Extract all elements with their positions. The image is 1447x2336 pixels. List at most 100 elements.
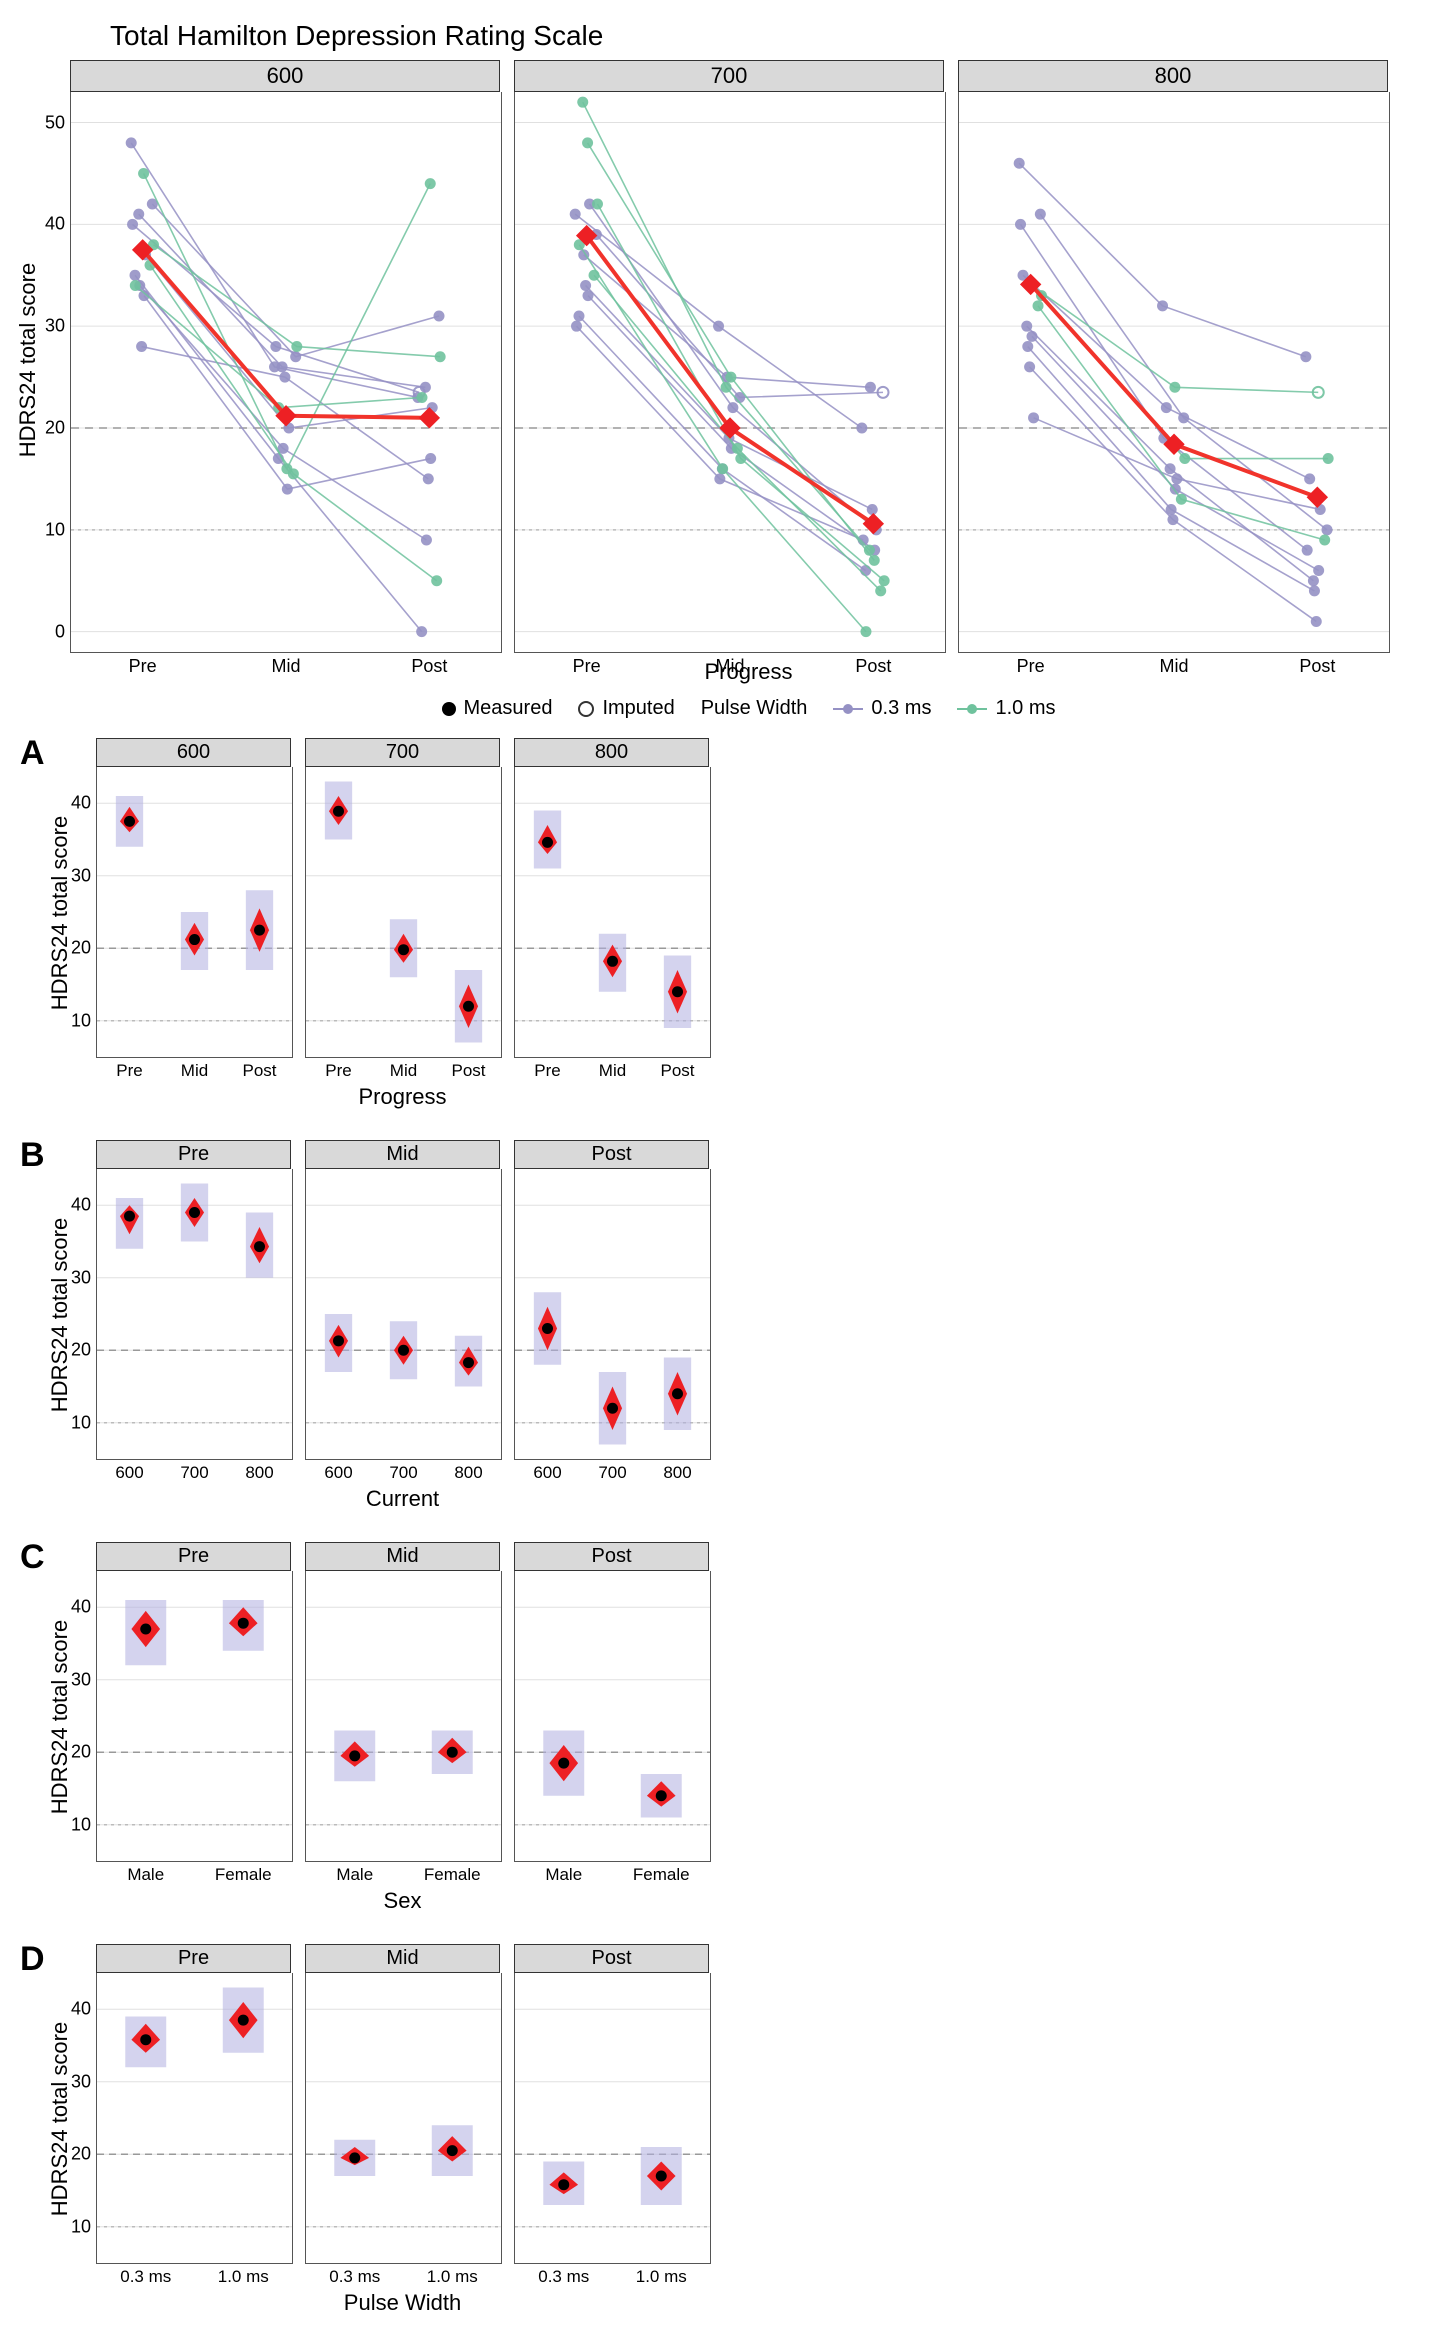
x-tick-label: Mid [271,652,300,677]
x-tick-label: 800 [663,1459,691,1483]
sub-facet: Post600700800 [514,1140,709,1460]
sub-facet: 800PreMidPost [514,738,709,1058]
x-tick-label: Post [1299,652,1335,677]
x-tick-label: Mid [715,652,744,677]
facet-header: 800 [958,60,1388,92]
y-axis-label: HDRS24 total score [47,1218,73,1412]
plot-area: 600700800 [514,1169,711,1460]
subfigure-C: CPre10203040MaleFemaleMidMaleFemalePostM… [20,1542,709,1914]
top-y-axis-label: HDRS24 total score [15,263,41,457]
plot-area: MaleFemale [305,1571,502,1862]
y-tick-label: 10 [71,2216,97,2237]
x-axis-label: Progress [96,1084,709,1110]
chart-svg [515,1571,710,1861]
x-tick-label: 600 [533,1459,561,1483]
y-tick-label: 20 [45,418,71,439]
y-tick-label: 40 [71,793,97,814]
plot-area: PreMidPost [514,92,946,653]
x-tick-label: Post [660,1057,694,1081]
subfigure-panel-row: 60010203040PreMidPost700PreMidPost800Pre… [96,738,709,1058]
circle-open-icon [578,701,594,717]
facet-header: 700 [514,60,944,92]
x-tick-label: 0.3 ms [120,2263,171,2287]
sub-facet: Pre102030400.3 ms1.0 ms [96,1944,291,2264]
x-tick-label: Pre [116,1057,142,1081]
sub-facet: MidMaleFemale [305,1542,500,1862]
y-tick-label: 20 [71,938,97,959]
x-tick-label: 1.0 ms [636,2263,687,2287]
y-tick-label: 10 [71,1412,97,1433]
x-tick-label: Post [411,652,447,677]
y-tick-label: 30 [71,865,97,886]
sub-facet: Mid0.3 ms1.0 ms [305,1944,500,2264]
y-axis-label: HDRS24 total score [47,816,73,1010]
figure-container: Total Hamilton Depression Rating Scale H… [20,20,1427,2316]
x-tick-label: Post [855,652,891,677]
subfigure-label: D [20,1940,45,1979]
facet-header: Mid [305,1140,500,1169]
legend-pulse-width-title: Pulse Width [701,697,808,720]
chart-svg [306,1973,501,2263]
legend-pulse-10-label: 1.0 ms [995,697,1055,720]
plot-area: 10203040PreMidPost [96,767,293,1058]
chart-svg [97,1973,292,2263]
top-facet: 800PreMidPost [958,60,1388,653]
x-tick-label: Female [215,1861,272,1885]
x-tick-label: Mid [181,1057,208,1081]
facet-header: Pre [96,1140,291,1169]
x-tick-label: 700 [389,1459,417,1483]
chart-svg [97,1169,292,1459]
x-tick-label: Mid [599,1057,626,1081]
figure-title: Total Hamilton Depression Rating Scale [110,20,1427,52]
y-tick-label: 20 [71,2144,97,2165]
chart-svg [71,92,501,652]
y-tick-label: 10 [45,519,71,540]
x-tick-label: 800 [245,1459,273,1483]
sub-facet: PostMaleFemale [514,1542,709,1862]
x-axis-label: Current [96,1486,709,1512]
x-tick-label: Male [127,1861,164,1885]
y-tick-label: 40 [71,1999,97,2020]
subfigure-body: Pre102030400.3 ms1.0 msMid0.3 ms1.0 msPo… [96,1944,709,2316]
subfigure-D: DPre102030400.3 ms1.0 msMid0.3 ms1.0 msP… [20,1944,709,2316]
plot-area: PreMidPost [958,92,1390,653]
plot-area: PreMidPost [514,767,711,1058]
y-tick-label: 40 [71,1195,97,1216]
sub-facet: Pre10203040MaleFemale [96,1542,291,1862]
chart-svg [959,92,1389,652]
subfigure-B: BPre10203040600700800Mid600700800Post600… [20,1140,709,1512]
legend-pulse-03-label: 0.3 ms [871,697,931,720]
y-tick-label: 40 [45,214,71,235]
facet-header: Mid [305,1944,500,1973]
y-tick-label: 50 [45,112,71,133]
y-tick-label: 0 [55,621,71,642]
sub-facet: 700PreMidPost [305,738,500,1058]
sub-facet: Post0.3 ms1.0 ms [514,1944,709,2264]
facet-header: 600 [70,60,500,92]
facet-header: 800 [514,738,709,767]
x-tick-label: 700 [598,1459,626,1483]
chart-svg [97,767,292,1057]
sub-facet: Mid600700800 [305,1140,500,1460]
sub-facet: Pre10203040600700800 [96,1140,291,1460]
x-tick-label: 0.3 ms [538,2263,589,2287]
subfigure-panel-row: Pre10203040MaleFemaleMidMaleFemalePostMa… [96,1542,709,1862]
y-tick-label: 30 [71,2071,97,2092]
sub-facet: 60010203040PreMidPost [96,738,291,1058]
facet-header: Post [514,1140,709,1169]
x-tick-label: Mid [390,1057,417,1081]
x-tick-label: Pre [1017,652,1045,677]
y-tick-label: 30 [71,1267,97,1288]
y-tick-label: 30 [71,1669,97,1690]
legend-imputed: Imputed [578,697,674,720]
plot-area: 10203040600700800 [96,1169,293,1460]
plot-area: PreMidPost [305,767,502,1058]
x-tick-label: Pre [534,1057,560,1081]
x-tick-label: Female [424,1861,481,1885]
subfigures-grid: A60010203040PreMidPost700PreMidPost800Pr… [20,738,1427,2316]
x-tick-label: Mid [1159,652,1188,677]
top-facet: 700PreMidPost [514,60,944,653]
chart-svg [515,1169,710,1459]
chart-svg [306,767,501,1057]
chart-svg [306,1169,501,1459]
